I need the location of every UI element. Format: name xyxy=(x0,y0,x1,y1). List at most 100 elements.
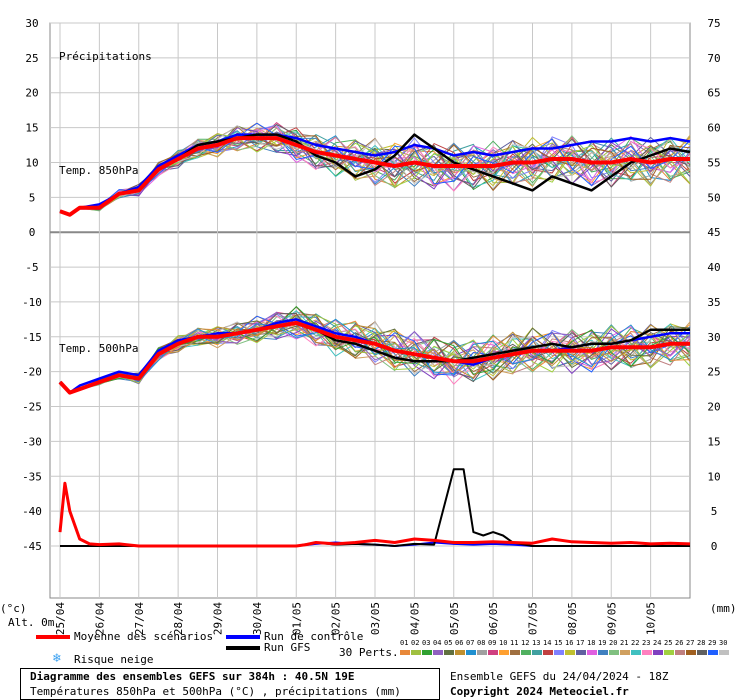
left-unit-label: (°c) xyxy=(0,602,27,615)
y-left-tick-label: -35 xyxy=(22,470,42,483)
y-left-tick-label: -25 xyxy=(22,401,42,414)
y-right-tick-label: 50 xyxy=(707,191,720,204)
y-left-tick-label: 10 xyxy=(25,156,38,169)
x-tick-label: 05/05 xyxy=(448,602,461,635)
legend-gfs-swatch xyxy=(226,646,260,650)
y-left-tick-label: -20 xyxy=(22,366,42,379)
pert-color-chip xyxy=(543,650,553,655)
x-tick-label: 06/05 xyxy=(487,602,500,635)
x-tick-label: 03/05 xyxy=(369,602,382,635)
pert-color-chip xyxy=(598,650,608,655)
pert-number: 25 xyxy=(664,639,673,647)
pert-color-chip xyxy=(653,650,663,655)
pert-number: 26 xyxy=(675,639,684,647)
pert-line-850 xyxy=(59,122,691,216)
x-tick-label: 09/05 xyxy=(605,602,618,635)
pert-number: 11 xyxy=(510,639,519,647)
y-left-tick-label: 25 xyxy=(25,52,38,65)
y-left-tick-label: 30 xyxy=(25,17,38,30)
y-right-tick-label: 10 xyxy=(707,470,720,483)
pert-number: 20 xyxy=(609,639,618,647)
y-right-tick-label: 15 xyxy=(707,435,720,448)
legend-gfs-label: Run GFS xyxy=(264,641,311,654)
pert-color-chip xyxy=(510,650,520,655)
pert-color-chip xyxy=(576,650,586,655)
pert-color-chip xyxy=(565,650,575,655)
pert-number: 22 xyxy=(631,639,640,647)
pert-color-chip xyxy=(499,650,509,655)
pert-number: 15 xyxy=(554,639,563,647)
altitude-label: Alt. 0m xyxy=(8,616,55,629)
pert-number: 29 xyxy=(708,639,717,647)
pert-number: 09 xyxy=(488,639,497,647)
y-left-tick-label: -5 xyxy=(25,261,38,274)
pert-color-chip xyxy=(708,650,718,655)
t500-label: Temp. 500hPa xyxy=(59,342,138,355)
legend-control-swatch xyxy=(226,635,260,639)
pert-line-500 xyxy=(59,318,691,393)
legend-mean-label: Moyenne des scénarios xyxy=(74,630,214,643)
legend-control-label: Run de contrôle xyxy=(264,630,364,643)
t500-mean-line xyxy=(58,320,690,395)
pert-color-chip xyxy=(422,650,432,655)
pert-color-chip xyxy=(587,650,597,655)
x-tick-label: 02/05 xyxy=(330,602,343,635)
pert-number: 23 xyxy=(642,639,651,647)
pert-number: 16 xyxy=(565,639,574,647)
x-tick-label: 28/04 xyxy=(172,602,185,635)
footer-copyright: Copyright 2024 Meteociel.fr xyxy=(450,685,629,698)
pert-color-chip xyxy=(488,650,498,655)
pert-number: 04 xyxy=(433,639,442,647)
pert-color-chip xyxy=(609,650,619,655)
pert-number: 02 xyxy=(411,639,420,647)
footer-title: Diagramme des ensembles GEFS sur 384h : … xyxy=(30,670,355,683)
pert-color-chip xyxy=(664,650,674,655)
pert-color-chip xyxy=(444,650,454,655)
x-tick-label: 26/04 xyxy=(93,602,106,635)
y-left-tick-label: 20 xyxy=(25,87,38,100)
snowflake-icon: ❄ xyxy=(53,651,61,666)
pert-color-chip xyxy=(411,650,421,655)
y-left-tick-label: 5 xyxy=(29,191,36,204)
pert-number: 24 xyxy=(653,639,662,647)
x-tick-label: 29/04 xyxy=(212,602,225,635)
right-unit-label: (mm) xyxy=(710,602,737,615)
y-right-tick-label: 75 xyxy=(707,17,720,30)
t850-mean-line xyxy=(59,136,690,217)
y-left-tick-label: -45 xyxy=(22,540,42,553)
plot-frame xyxy=(49,22,691,599)
y-left-tick-label: 15 xyxy=(25,122,38,135)
x-tick-label: 01/05 xyxy=(290,602,303,635)
pert-color-chip xyxy=(400,650,410,655)
x-tick-label: 25/04 xyxy=(54,602,67,635)
t850-label: Temp. 850hPa xyxy=(59,164,138,177)
pert-color-chip xyxy=(466,650,476,655)
pert-number: 10 xyxy=(499,639,508,647)
pert-number: 07 xyxy=(466,639,475,647)
legend-snow-label: Risque neige xyxy=(74,653,154,666)
pert-color-chip xyxy=(620,650,630,655)
y-right-tick-label: 30 xyxy=(707,331,720,344)
y-right-tick-label: 55 xyxy=(707,156,720,169)
pert-number: 01 xyxy=(400,639,409,647)
pert-number: 21 xyxy=(620,639,629,647)
y-right-tick-label: 35 xyxy=(707,296,720,309)
y-right-tick-label: 70 xyxy=(707,52,720,65)
pert-number: 03 xyxy=(422,639,431,647)
pert-color-chip xyxy=(477,650,487,655)
pert-number: 08 xyxy=(477,639,486,647)
pert-number: 14 xyxy=(543,639,552,647)
pert-color-chip xyxy=(697,650,707,655)
footer-subtitle: Températures 850hPa et 500hPa (°C) , pré… xyxy=(30,685,401,698)
pert-color-chip xyxy=(686,650,696,655)
pert-number: 05 xyxy=(444,639,453,647)
y-left-tick-label: -10 xyxy=(22,296,42,309)
y-right-tick-label: 40 xyxy=(707,261,720,274)
x-tick-label: 08/05 xyxy=(566,602,579,635)
pert-color-chip xyxy=(675,650,685,655)
y-right-tick-label: 25 xyxy=(707,366,720,379)
footer-run-info: Ensemble GEFS du 24/04/2024 - 18Z xyxy=(450,670,669,683)
pert-color-chip xyxy=(554,650,564,655)
y-right-tick-label: 5 xyxy=(711,505,718,518)
pert-color-chip xyxy=(521,650,531,655)
